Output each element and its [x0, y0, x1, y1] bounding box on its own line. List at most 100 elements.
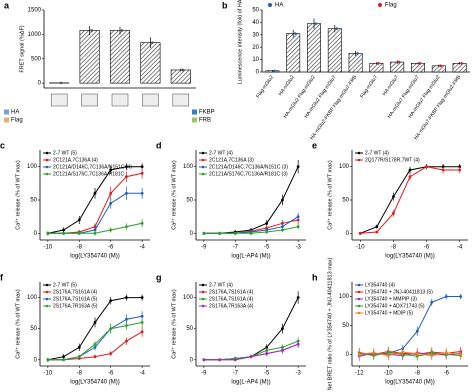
panel-letter: g [156, 272, 162, 282]
x-tick-label: -5 [264, 371, 270, 377]
y-tick-label: 0 [190, 357, 194, 363]
y-tick-label: 40 [252, 20, 259, 26]
legend-label: 2C121A/S176C,7C136A/R181C [53, 171, 125, 177]
x-tick-label: -8 [391, 245, 397, 251]
data-point [458, 168, 462, 172]
x-tick-label: -10 [384, 371, 393, 377]
data-point [125, 225, 128, 229]
legend-label: LY354740 + MMPIP (3) [365, 296, 417, 302]
legend-marker [357, 283, 361, 287]
data-point [181, 68, 185, 72]
data-point [375, 225, 379, 229]
legend-marker [357, 158, 361, 162]
y-tick-label: 20 [252, 45, 259, 51]
legend-marker [201, 165, 205, 169]
x-tick-label: -8 [415, 371, 421, 377]
legend-marker [45, 297, 49, 301]
legend-marker [201, 158, 205, 162]
data-point [93, 355, 97, 359]
legend-marker [45, 172, 49, 176]
data-point [430, 354, 434, 357]
x-axis-label: log(LY354740 (M)) [70, 380, 120, 386]
legend-label: 2-7 WT (4) [209, 282, 233, 288]
legend-marker [45, 165, 49, 169]
legend-marker [201, 290, 205, 294]
data-point [109, 299, 113, 303]
legend-label: 2S176A,7S161A (4) [53, 289, 98, 295]
data-point [314, 22, 318, 25]
x-tick-label: -3 [295, 371, 301, 377]
data-point [233, 231, 237, 235]
x-tick-label: -9 [201, 371, 207, 377]
x-tick-label: -7 [233, 245, 239, 251]
data-point [77, 345, 81, 349]
data-point [218, 358, 221, 362]
legend-label: 2S176A,7S161A (4) [209, 289, 254, 295]
data-point [125, 175, 128, 179]
y-tick-label: 100 [27, 295, 38, 301]
legend-marker [45, 158, 49, 162]
y-tick-label: 1000 [28, 32, 42, 38]
bar [369, 63, 384, 73]
y-axis-label: Ca²⁺ release (% of WT max) [326, 160, 333, 230]
data-point [140, 321, 144, 324]
x-axis-label: log(L-AP4 (M)) [231, 254, 270, 260]
data-point [296, 165, 300, 169]
legend-label: HA [11, 110, 19, 116]
x-tick-label: -10 [44, 371, 53, 377]
panel-letter: d [156, 140, 162, 150]
data-point [140, 330, 144, 334]
data-point [140, 221, 144, 225]
y-tick-label: 1500 [28, 8, 42, 14]
legend-label: 2S176A,7R163A (4) [209, 303, 254, 309]
data-point [125, 165, 128, 169]
data-point [233, 358, 237, 362]
legend-label: HA [275, 3, 283, 9]
data-point [392, 211, 395, 215]
data-point [444, 295, 448, 298]
data-point [335, 27, 339, 30]
data-point [249, 231, 253, 235]
data-point [93, 342, 97, 346]
data-point [93, 228, 97, 232]
y-axis-label: Net BRET ratio (% of LY354740 + JNJ-4041… [327, 257, 333, 390]
data-point [418, 62, 422, 65]
y-tick-label: 0 [190, 231, 194, 237]
legend-marker [45, 290, 49, 294]
x-axis-label: log(LY354740 (M)) [385, 254, 435, 260]
data-point [281, 228, 284, 232]
y-tick-label: 500 [31, 56, 42, 62]
data-point [296, 215, 300, 219]
data-point [281, 327, 284, 331]
y-tick-label: 100 [27, 164, 38, 170]
data-point [109, 201, 113, 205]
bar [452, 63, 467, 73]
y-tick-label: 100 [339, 164, 350, 170]
data-point [265, 345, 269, 349]
data-point [62, 228, 65, 232]
data-point [408, 168, 412, 172]
data-point [281, 225, 284, 229]
data-point [109, 168, 113, 172]
construct-icon [111, 93, 129, 107]
data-point [265, 352, 269, 355]
y-axis-label: FRET signal (%ΔF) [19, 25, 25, 72]
data-point [293, 32, 297, 35]
data-point [218, 231, 221, 235]
legend-marker [45, 304, 49, 308]
data-point [377, 62, 380, 65]
data-point [357, 353, 361, 356]
data-point [140, 296, 144, 299]
legend-label: FKBP [199, 110, 215, 116]
data-point [140, 165, 144, 169]
x-tick-label: -10 [44, 245, 53, 251]
data-line [359, 351, 461, 357]
data-point [93, 231, 97, 235]
x-tick-label: -6 [444, 371, 450, 377]
y-tick-label: 50 [186, 326, 193, 332]
legend-marker [357, 290, 361, 294]
data-point [151, 41, 154, 44]
x-tick-label: HA-mGlu7 [382, 74, 400, 97]
data-point [375, 230, 379, 234]
x-tick-label: Flag-mGlu2 [255, 74, 275, 99]
